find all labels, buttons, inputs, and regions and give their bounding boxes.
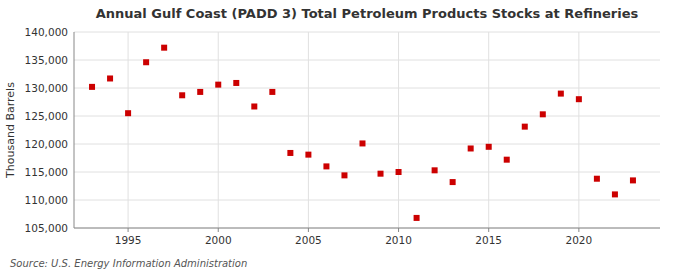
point — [233, 80, 239, 86]
chart: Annual Gulf Coast (PADD 3) Total Petrole… — [0, 0, 675, 275]
point — [594, 176, 600, 182]
axes: 105,000 110,000 115,000 120,000 125,000 130,0… — [25, 26, 660, 246]
point — [215, 82, 221, 88]
x-tick-label: 2005 — [295, 234, 322, 246]
y-tick-label: 125,000 — [25, 110, 68, 122]
point — [287, 150, 293, 156]
y-tick-label: 135,000 — [25, 54, 68, 66]
point — [89, 84, 95, 90]
y-grid-line — [74, 200, 660, 201]
point — [540, 111, 546, 117]
point — [305, 152, 311, 158]
point — [396, 169, 402, 175]
x-tick-label: 1995 — [115, 234, 142, 246]
point — [468, 145, 474, 151]
point — [107, 75, 113, 81]
points — [89, 45, 636, 221]
point — [143, 59, 149, 65]
x-grid-line — [488, 32, 489, 228]
x-grid-line — [218, 32, 219, 228]
point — [378, 171, 384, 177]
point — [486, 144, 492, 150]
point — [630, 177, 636, 183]
point — [504, 157, 510, 163]
x-grid-line — [128, 32, 129, 228]
x-tick — [578, 228, 579, 232]
x-tick — [218, 228, 219, 232]
y-tick-label: 140,000 — [25, 26, 68, 38]
point — [161, 45, 167, 51]
x-grid-line — [308, 32, 309, 228]
point — [558, 91, 564, 97]
point — [269, 89, 275, 95]
point — [251, 103, 257, 109]
point — [522, 124, 528, 130]
y-grid-line — [74, 172, 660, 173]
point — [612, 191, 618, 197]
x-axis-line — [74, 228, 660, 229]
y-grid-line — [74, 228, 660, 229]
y-tick-label: 130,000 — [25, 82, 68, 94]
x-tick-label: 2015 — [475, 234, 502, 246]
point — [323, 163, 329, 169]
y-tick-label: 120,000 — [25, 138, 68, 150]
point — [414, 215, 420, 221]
point — [179, 92, 185, 98]
y-tick-label: 105,000 — [25, 222, 68, 234]
grid — [74, 32, 660, 228]
x-tick — [308, 228, 309, 232]
x-grid-line — [578, 32, 579, 228]
point — [341, 172, 347, 178]
point — [576, 96, 582, 102]
y-grid-line — [74, 88, 660, 89]
y-grid-line — [74, 116, 660, 117]
y-grid-line — [74, 60, 660, 61]
point — [432, 167, 438, 173]
point — [197, 89, 203, 95]
x-tick — [128, 228, 129, 232]
title: Annual Gulf Coast (PADD 3) Total Petrole… — [96, 6, 639, 21]
point — [125, 110, 131, 116]
x-tick-label: 2000 — [205, 234, 232, 246]
point — [359, 140, 365, 146]
y-axis-line — [74, 32, 75, 228]
y-tick-label: 115,000 — [25, 166, 68, 178]
x-grid-line — [398, 32, 399, 228]
x-tick-label: 2010 — [385, 234, 412, 246]
x-tick-label: 2020 — [565, 234, 592, 246]
x-tick — [398, 228, 399, 232]
y-grid-line — [74, 32, 660, 33]
y-grid-line — [74, 144, 660, 145]
point — [450, 179, 456, 185]
y-tick-label: 110,000 — [25, 194, 68, 206]
source-note: Source: U.S. Energy Information Administ… — [10, 258, 247, 269]
x-tick — [488, 228, 489, 232]
y-axis-label: Thousand Barrels — [4, 82, 17, 179]
